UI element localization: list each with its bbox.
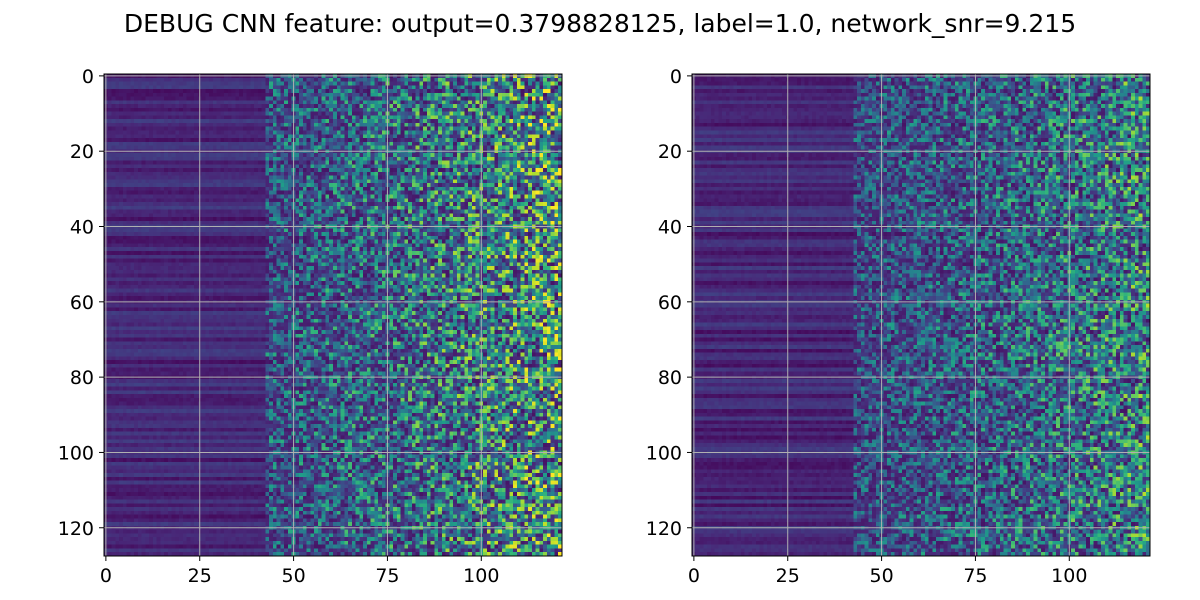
y-tick-label: 120 — [58, 518, 94, 540]
x-tick-label: 50 — [869, 565, 893, 587]
x-tick-label: 50 — [281, 565, 305, 587]
y-tick-label: 80 — [70, 367, 94, 389]
x-tick-label: 100 — [1051, 565, 1087, 587]
x-tick-label: 0 — [688, 565, 700, 587]
axes-frame — [691, 73, 1151, 557]
y-tick-label: 20 — [658, 141, 682, 163]
y-tick-label: 100 — [58, 442, 94, 464]
y-tick-label: 40 — [658, 217, 682, 239]
heatmap-image — [692, 74, 1150, 556]
y-tick-label: 120 — [646, 518, 682, 540]
y-tick-label: 0 — [82, 66, 94, 88]
subplots: 0 25 50 75 100 0 20 40 60 80 100 120 0 25 50 75 100 0 20 40… — [58, 66, 1151, 587]
y-tick-label: 40 — [70, 217, 94, 239]
x-tick-label: 25 — [776, 565, 800, 587]
y-tick-label: 0 — [670, 66, 682, 88]
heatmap-panel-1: 0 25 50 75 100 0 20 40 60 80 100 120 — [58, 66, 563, 587]
heatmap-panel-2: 0 25 50 75 100 0 20 40 60 80 100 120 — [646, 66, 1151, 587]
x-tick-label: 25 — [188, 565, 212, 587]
y-tick-label: 100 — [646, 442, 682, 464]
x-tick-label: 0 — [100, 565, 112, 587]
axes-frame — [103, 73, 563, 557]
y-tick-label: 60 — [658, 292, 682, 314]
x-tick-label: 75 — [963, 565, 987, 587]
x-tick-label: 75 — [375, 565, 399, 587]
x-tick-label: 100 — [463, 565, 499, 587]
y-tick-label: 20 — [70, 141, 94, 163]
y-tick-label: 60 — [70, 292, 94, 314]
y-tick-label: 80 — [658, 367, 682, 389]
figure-title: DEBUG CNN feature: output=0.3798828125, … — [124, 9, 1076, 38]
heatmap-image — [104, 74, 562, 556]
